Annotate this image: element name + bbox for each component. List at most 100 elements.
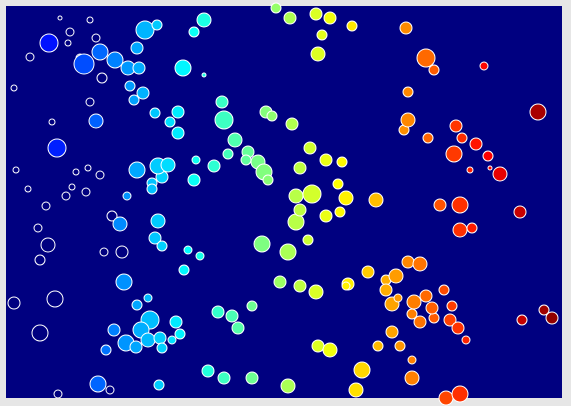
segmented-blob <box>379 283 393 297</box>
segmented-blob <box>338 190 354 206</box>
segmented-blob <box>461 335 471 345</box>
segmented-blob <box>310 46 326 62</box>
segmented-blob <box>231 321 245 335</box>
segmented-blob <box>270 2 282 14</box>
segmented-blob <box>319 209 333 223</box>
segmented-blob <box>136 86 150 100</box>
segmented-blob <box>402 86 414 98</box>
segmented-blob <box>91 33 101 43</box>
segmented-blob <box>47 138 67 158</box>
segmented-blob <box>319 153 333 167</box>
segmented-blob <box>115 273 133 291</box>
segmented-blob <box>156 342 168 354</box>
segmented-blob <box>451 321 465 335</box>
segmented-blob <box>149 107 161 119</box>
segmented-blob <box>41 201 51 211</box>
segmented-blob <box>153 379 165 391</box>
segmented-blob <box>7 296 21 310</box>
segmented-blob <box>445 145 463 163</box>
segmented-blob <box>64 39 72 47</box>
segmented-blob <box>303 141 317 155</box>
segmented-blob <box>196 12 212 28</box>
segmented-blob <box>293 279 307 293</box>
segmented-blob <box>400 112 416 128</box>
segmented-blob <box>12 166 20 174</box>
segmented-blob <box>433 198 447 212</box>
segmented-blob <box>99 247 109 257</box>
segmented-blob <box>407 355 417 365</box>
segmented-blob <box>72 168 80 176</box>
segmented-blob <box>129 340 143 354</box>
segmented-blob <box>513 205 527 219</box>
segmented-blob <box>316 29 328 41</box>
segmented-blob <box>46 290 64 308</box>
segmented-blob <box>214 110 234 130</box>
segmented-blob <box>419 289 433 303</box>
segmented-blob <box>516 314 528 326</box>
segmented-blob <box>188 26 200 38</box>
segmented-blob <box>466 222 478 234</box>
segmented-blob <box>309 7 323 21</box>
segmented-blob <box>262 174 274 186</box>
segmented-blob <box>393 293 403 303</box>
segmented-blob <box>529 103 547 121</box>
segmented-blob <box>68 183 76 191</box>
segmented-blob <box>428 312 440 324</box>
segmented-blob <box>151 19 163 31</box>
segmented-blob <box>174 59 192 77</box>
segmented-blob <box>253 235 271 253</box>
segmented-blob <box>124 80 136 92</box>
segmented-blob <box>438 390 454 406</box>
segmented-blob <box>88 113 104 129</box>
segmented-blob <box>456 132 468 144</box>
segmented-blob <box>195 251 205 261</box>
segmented-blob <box>86 16 94 24</box>
segmented-blob <box>487 165 493 171</box>
segmented-blob <box>150 213 166 229</box>
segmented-blob <box>211 305 225 319</box>
segmented-blob <box>385 325 399 339</box>
segmented-blob <box>451 385 469 403</box>
segmented-blob <box>130 41 144 55</box>
segmented-blob <box>404 370 420 386</box>
segmented-blob <box>302 184 322 204</box>
segmented-blob <box>469 137 483 151</box>
segmented-blob <box>91 43 109 61</box>
segmented-blob <box>178 264 190 276</box>
segmented-blob <box>422 132 434 144</box>
segmented-blob <box>81 187 91 197</box>
segmented-blob <box>311 339 325 353</box>
segmented-blob <box>492 166 508 182</box>
segmented-blob <box>443 313 457 327</box>
segmented-blob <box>438 284 450 296</box>
segmented-blob <box>334 206 346 218</box>
segmented-blob <box>482 150 494 162</box>
segmented-blob <box>183 245 193 255</box>
segmented-blob <box>132 61 146 75</box>
segmented-blob <box>285 117 299 131</box>
segmented-blob <box>466 166 474 174</box>
segmented-blob <box>140 332 156 348</box>
segmented-blob <box>106 210 118 222</box>
segmented-blob <box>10 84 18 92</box>
segmented-blob <box>191 155 201 165</box>
segmented-blob <box>39 33 59 53</box>
segmented-blob <box>106 51 124 69</box>
segmented-blob <box>240 154 252 166</box>
segmented-blob <box>207 159 221 173</box>
segmented-blob <box>65 27 75 37</box>
segmented-blob <box>143 293 153 303</box>
segmented-blob <box>348 382 364 398</box>
segmented-blob <box>135 20 155 40</box>
segmented-blob <box>225 309 239 323</box>
segmented-blob <box>322 342 338 358</box>
segmented-blob <box>412 256 428 272</box>
segmented-blob <box>222 148 234 160</box>
segmented-blob <box>171 105 185 119</box>
segmented-blob <box>89 375 107 393</box>
segmented-blob <box>416 48 436 68</box>
segmented-blob <box>105 385 115 395</box>
segmented-blob <box>33 223 43 233</box>
segmented-blob <box>449 119 463 133</box>
